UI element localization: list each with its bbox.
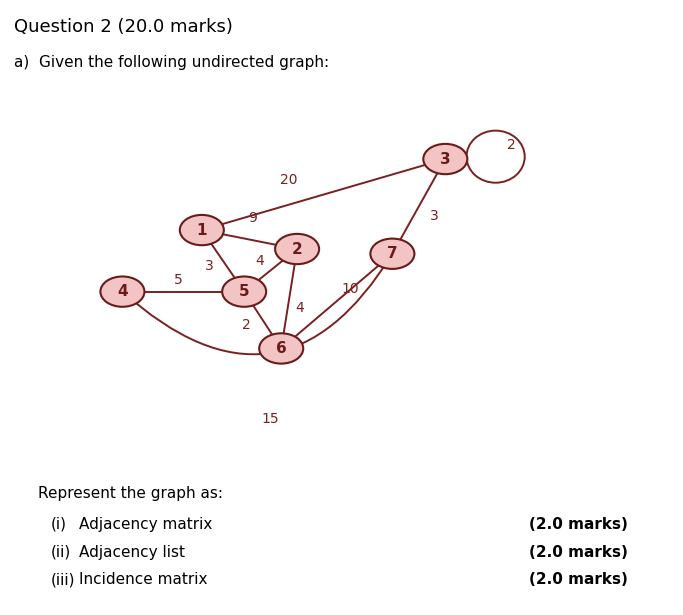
Text: a)  Given the following undirected graph:: a) Given the following undirected graph: <box>14 55 329 70</box>
Text: 10: 10 <box>342 282 359 296</box>
Text: Adjacency matrix: Adjacency matrix <box>79 517 212 532</box>
Text: 2: 2 <box>507 138 516 152</box>
Text: 3: 3 <box>206 258 214 272</box>
Text: 3: 3 <box>430 209 439 223</box>
Ellipse shape <box>275 234 319 264</box>
Text: 2: 2 <box>292 242 303 256</box>
Ellipse shape <box>100 277 144 307</box>
Text: (2.0 marks): (2.0 marks) <box>529 545 628 560</box>
Text: 4: 4 <box>117 284 128 299</box>
Text: Adjacency list: Adjacency list <box>79 545 184 560</box>
Text: (2.0 marks): (2.0 marks) <box>529 573 628 587</box>
Text: 1: 1 <box>197 223 207 237</box>
Text: (iii): (iii) <box>51 573 76 587</box>
Ellipse shape <box>222 277 266 307</box>
Text: Represent the graph as:: Represent the graph as: <box>38 486 223 501</box>
Text: 5: 5 <box>173 273 182 287</box>
Text: (ii): (ii) <box>51 545 72 560</box>
Text: Incidence matrix: Incidence matrix <box>79 573 207 587</box>
Text: (i): (i) <box>51 517 67 532</box>
Text: 6: 6 <box>276 341 287 356</box>
Text: 4: 4 <box>295 301 304 315</box>
Text: 4: 4 <box>255 254 264 268</box>
Ellipse shape <box>423 144 467 174</box>
Text: (2.0 marks): (2.0 marks) <box>529 517 628 532</box>
Ellipse shape <box>260 333 303 363</box>
Text: 15: 15 <box>262 413 279 426</box>
Text: 7: 7 <box>387 246 398 261</box>
Text: 3: 3 <box>440 151 451 167</box>
Text: 9: 9 <box>248 211 257 225</box>
Text: 20: 20 <box>281 173 298 188</box>
Text: Question 2 (20.0 marks): Question 2 (20.0 marks) <box>14 18 232 36</box>
Text: 2: 2 <box>242 318 251 331</box>
Ellipse shape <box>180 215 224 245</box>
Text: 5: 5 <box>239 284 249 299</box>
Ellipse shape <box>370 239 415 269</box>
